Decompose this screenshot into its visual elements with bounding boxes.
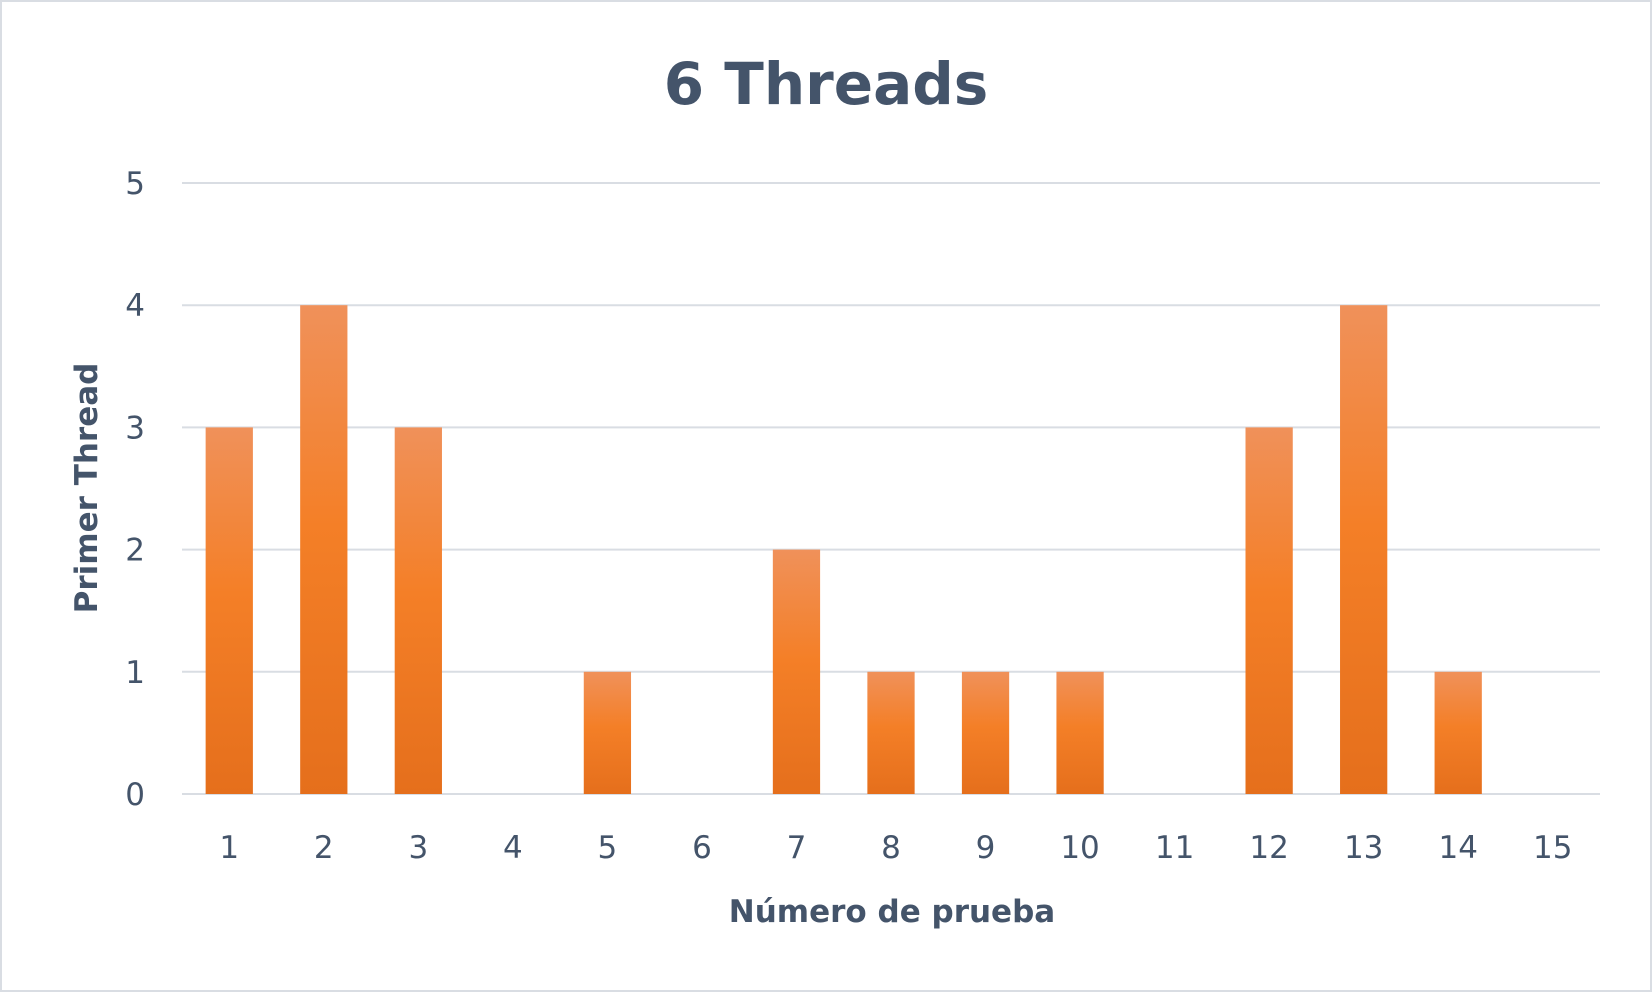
x-tick-label: 1: [219, 830, 239, 866]
x-tick-label: 5: [598, 830, 618, 866]
x-tick-label: 15: [1533, 830, 1572, 866]
bar-10: [1056, 671, 1104, 794]
y-axis-title: Primer Thread: [69, 363, 105, 614]
bar-3: [394, 427, 442, 794]
x-tick-label: 10: [1060, 830, 1099, 866]
y-tick-label: 0: [125, 777, 145, 813]
bar-13: [1340, 305, 1388, 794]
x-tick-label: 4: [503, 830, 523, 866]
x-tick-label: 8: [881, 830, 901, 866]
x-axis-ticks: 1 2 3 4 5 6 7 8 9 10 11 12 13 14 15: [219, 830, 1572, 866]
x-tick-label: 3: [408, 830, 428, 866]
bar-12: [1245, 427, 1293, 794]
x-tick-label: 6: [692, 830, 712, 866]
y-axis-ticks: 0 1 2 3 4 5: [125, 166, 145, 813]
x-tick-label: 2: [314, 830, 334, 866]
bar-2: [300, 305, 348, 794]
bar-8: [867, 671, 915, 794]
x-tick-label: 12: [1249, 830, 1288, 866]
bars: [205, 305, 1482, 794]
bar-1: [205, 427, 253, 794]
x-tick-label: 14: [1438, 830, 1477, 866]
x-tick-label: 7: [787, 830, 807, 866]
chart-title: 6 Threads: [664, 50, 989, 118]
bar-7: [772, 549, 821, 794]
bar-5: [583, 671, 632, 794]
x-tick-label: 13: [1344, 830, 1383, 866]
bar-9: [961, 671, 1010, 794]
x-axis-title: Número de prueba: [729, 894, 1055, 930]
y-tick-label: 4: [125, 288, 145, 324]
y-tick-label: 1: [125, 655, 145, 691]
x-tick-label: 11: [1155, 830, 1194, 866]
bar-14: [1434, 671, 1482, 794]
y-tick-label: 5: [125, 166, 145, 202]
x-tick-label: 9: [976, 830, 996, 866]
y-tick-label: 2: [125, 533, 145, 569]
y-tick-label: 3: [125, 410, 145, 446]
